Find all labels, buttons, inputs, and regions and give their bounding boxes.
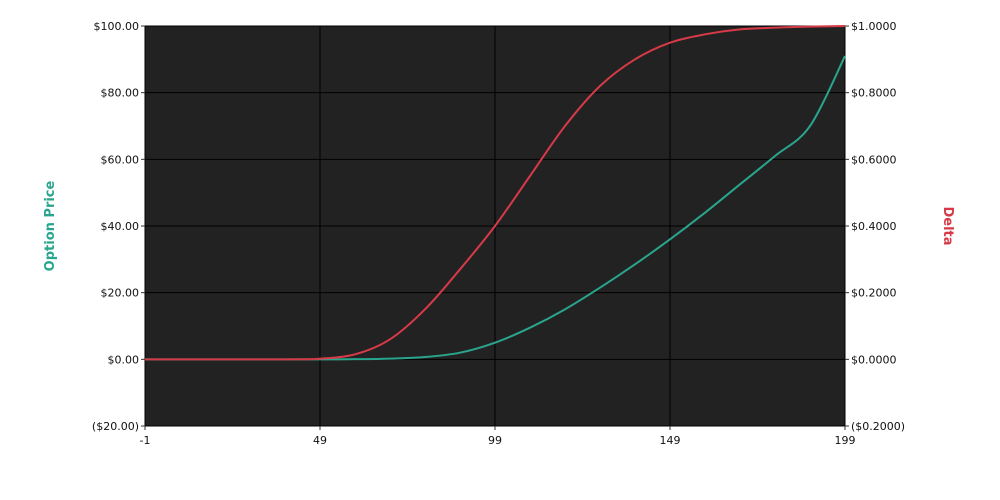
left-axis-title: Option Price	[43, 180, 58, 271]
left-tick-label: $80.00	[101, 87, 140, 100]
right-tick-label: $0.2000	[851, 287, 897, 300]
right-tick-label: $0.4000	[851, 220, 897, 233]
right-tick-label: $0.6000	[851, 153, 897, 166]
series-layer	[144, 25, 846, 361]
left-axis: ($20.00) $0.00 $20.00 $40.00 $60.00 $80.00 $10…	[92, 20, 145, 433]
left-tick-label: $20.00	[101, 287, 140, 300]
right-tick-label: $1.0000	[851, 20, 897, 33]
right-tick-label: ($0.2000)	[851, 420, 905, 433]
right-axis: ($0.2000) $0.0000 $0.2000 $0.4000 $0.6000 $0.…	[845, 20, 905, 433]
x-tick-label: 99	[488, 434, 502, 447]
x-tick-label: 49	[313, 434, 327, 447]
series-line-delta	[144, 25, 846, 361]
x-axis: -1 49 99 149 199	[140, 426, 856, 447]
left-tick-label: $100.00	[94, 20, 140, 33]
right-tick-label: $0.0000	[851, 353, 897, 366]
left-tick-label: $0.00	[108, 353, 140, 366]
left-tick-label: ($20.00)	[92, 420, 139, 433]
x-tick-label: 149	[660, 434, 681, 447]
right-tick-label: $0.8000	[851, 87, 897, 100]
series-line-option-price	[144, 55, 846, 361]
left-tick-label: $40.00	[101, 220, 140, 233]
x-tick-label: -1	[140, 434, 151, 447]
right-axis-title: Delta	[940, 206, 955, 245]
x-tick-label: 199	[835, 434, 856, 447]
left-tick-label: $60.00	[101, 153, 140, 166]
